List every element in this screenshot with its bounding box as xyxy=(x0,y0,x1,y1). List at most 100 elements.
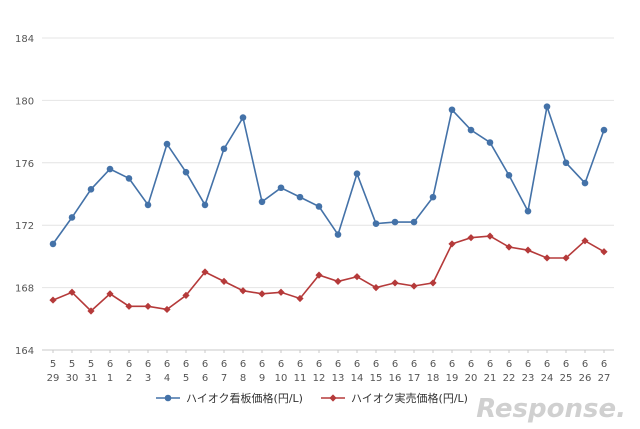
x-tick-day: 15 xyxy=(370,373,383,384)
watermark-logo: Response. xyxy=(476,394,626,424)
x-tick-day: 21 xyxy=(484,373,497,384)
y-tick-label: 164 xyxy=(15,346,34,357)
legend-marker xyxy=(164,394,172,402)
x-tick-month: 6 xyxy=(525,359,531,370)
x-tick-day: 29 xyxy=(47,373,60,384)
x-tick-day: 11 xyxy=(294,373,307,384)
x-tick-month: 6 xyxy=(506,359,512,370)
data-point xyxy=(505,171,513,179)
y-tick-label: 172 xyxy=(15,221,34,232)
data-point xyxy=(258,290,266,298)
x-tick-day: 25 xyxy=(560,373,573,384)
data-point xyxy=(353,273,361,281)
data-point xyxy=(334,277,342,285)
x-tick-day: 17 xyxy=(408,373,421,384)
data-point xyxy=(296,294,304,303)
data-point xyxy=(182,291,190,299)
data-point xyxy=(125,302,133,310)
data-point xyxy=(524,246,532,254)
x-tick-month: 6 xyxy=(411,359,417,370)
legend: ハイオク看板価格(円/L) ハイオク実売価格(円/L) xyxy=(156,391,468,405)
data-point xyxy=(239,287,247,295)
data-point xyxy=(106,165,114,173)
x-tick-month: 6 xyxy=(601,359,607,370)
x-tick-day: 27 xyxy=(598,373,611,384)
data-point xyxy=(448,240,456,248)
y-tick-label: 180 xyxy=(15,96,34,107)
data-point xyxy=(144,302,152,310)
data-point xyxy=(581,179,589,187)
data-point xyxy=(258,198,266,206)
x-tick-month: 6 xyxy=(107,359,113,370)
x-tick-day: 24 xyxy=(541,373,554,384)
data-point xyxy=(505,243,513,251)
x-tick-month: 5 xyxy=(50,359,56,370)
data-point xyxy=(163,305,171,314)
data-point xyxy=(296,193,304,201)
data-point xyxy=(315,203,323,210)
x-tick-month: 6 xyxy=(544,359,550,370)
x-tick-month: 6 xyxy=(126,359,132,370)
x-tick-month: 6 xyxy=(145,359,151,370)
x-tick-month: 6 xyxy=(240,359,246,370)
data-point xyxy=(277,288,285,296)
data-point xyxy=(163,140,171,148)
y-tick-label: 168 xyxy=(15,284,34,295)
legend-label: ハイオク看板価格(円/L) xyxy=(186,391,303,405)
data-point xyxy=(106,290,114,298)
x-tick-day: 9 xyxy=(259,373,265,384)
data-point xyxy=(372,284,380,292)
data-point xyxy=(543,103,551,110)
data-point xyxy=(49,240,57,248)
x-tick-day: 1 xyxy=(107,373,113,384)
x-tick-month: 6 xyxy=(487,359,493,370)
data-point xyxy=(467,126,475,134)
x-tick-day: 18 xyxy=(427,373,440,384)
x-tick-day: 20 xyxy=(465,373,478,384)
data-point xyxy=(524,207,532,215)
x-tick-day: 3 xyxy=(145,373,151,384)
x-tick-day: 26 xyxy=(579,373,592,384)
x-tick-month: 6 xyxy=(582,359,588,370)
x-tick-day: 5 xyxy=(183,373,189,384)
x-tick-month: 6 xyxy=(468,359,474,370)
data-point xyxy=(581,237,589,245)
data-point xyxy=(562,254,570,262)
x-tick-day: 19 xyxy=(446,373,459,384)
x-axis: 5295305316162636465666768696106116126136… xyxy=(47,350,611,384)
x-tick-month: 6 xyxy=(449,359,455,370)
data-point xyxy=(391,218,399,226)
x-tick-day: 31 xyxy=(85,373,98,384)
data-point xyxy=(182,168,190,176)
series-line-1 xyxy=(52,103,605,245)
data-point xyxy=(562,159,570,167)
data-point xyxy=(467,234,475,242)
x-tick-month: 6 xyxy=(183,359,189,370)
data-point xyxy=(239,114,247,121)
x-tick-day: 2 xyxy=(126,373,132,384)
x-tick-month: 6 xyxy=(202,359,208,370)
data-point xyxy=(49,296,57,304)
x-tick-month: 6 xyxy=(430,359,436,370)
data-point xyxy=(353,170,361,178)
data-point xyxy=(277,184,285,192)
data-point xyxy=(372,220,380,227)
y-axis: 164 168 172 176 180 184 xyxy=(15,34,34,357)
x-tick-day: 12 xyxy=(313,373,326,384)
x-tick-day: 6 xyxy=(202,373,208,384)
series-layer xyxy=(49,103,608,315)
watermark-text: Response. xyxy=(476,394,626,424)
x-tick-day: 10 xyxy=(275,373,288,384)
x-tick-day: 14 xyxy=(351,373,364,384)
series-line-2 xyxy=(52,235,605,313)
x-tick-month: 6 xyxy=(259,359,265,370)
x-tick-day: 7 xyxy=(221,373,227,384)
data-point xyxy=(391,279,399,287)
x-tick-month: 6 xyxy=(221,359,227,370)
data-point xyxy=(600,248,608,256)
x-tick-month: 6 xyxy=(373,359,379,370)
data-point xyxy=(486,139,494,146)
x-tick-day: 13 xyxy=(332,373,345,384)
data-point xyxy=(87,307,95,315)
